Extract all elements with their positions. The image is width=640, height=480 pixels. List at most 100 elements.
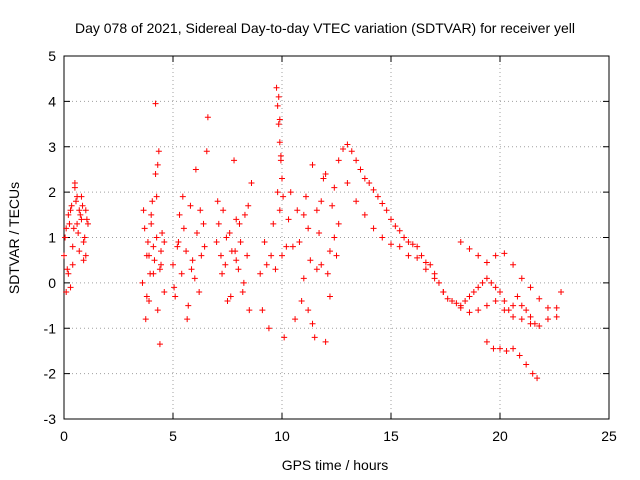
data-point	[518, 302, 525, 309]
data-point	[140, 207, 147, 214]
data-point	[80, 257, 87, 264]
data-point	[302, 193, 309, 200]
data-point	[217, 252, 224, 259]
data-point	[274, 189, 281, 196]
data-point	[82, 207, 89, 214]
data-point	[475, 252, 482, 259]
data-point	[274, 102, 281, 109]
data-point	[174, 243, 181, 250]
data-point	[158, 248, 165, 255]
data-point	[152, 100, 159, 107]
data-point	[483, 302, 490, 309]
data-point	[72, 198, 79, 205]
data-point	[529, 370, 536, 377]
data-point	[405, 252, 412, 259]
data-point	[370, 186, 377, 193]
data-point	[275, 121, 282, 128]
data-point	[231, 157, 238, 164]
data-point	[324, 270, 331, 277]
data-point	[71, 180, 78, 187]
axis-ticks: 0 5 10 15 20 25 -3 -2 -1 0 1 2 3 4 5	[44, 48, 617, 444]
data-point	[200, 220, 207, 227]
data-point	[62, 234, 69, 241]
data-point	[80, 239, 87, 246]
data-point	[277, 152, 284, 159]
data-point	[294, 207, 301, 214]
data-point	[66, 220, 73, 227]
data-point	[503, 347, 510, 354]
data-point	[265, 325, 272, 332]
data-point	[155, 148, 162, 155]
data-point	[239, 288, 246, 295]
data-point	[558, 288, 565, 295]
data-point	[279, 175, 285, 182]
data-point	[523, 361, 530, 368]
data-point	[240, 279, 247, 286]
data-point	[215, 220, 222, 227]
data-point	[189, 257, 196, 264]
data-point	[161, 239, 168, 246]
data-point	[248, 180, 255, 187]
data-point	[161, 288, 168, 295]
data-point	[213, 239, 220, 246]
data-point	[75, 229, 82, 236]
data-point	[422, 266, 429, 273]
data-point	[259, 307, 266, 314]
data-point	[470, 288, 477, 295]
data-point	[383, 207, 390, 214]
data-point	[440, 288, 447, 295]
data-point	[153, 234, 160, 241]
data-point	[273, 84, 280, 91]
data-point	[379, 234, 386, 241]
data-point	[361, 211, 368, 218]
data-point	[527, 284, 534, 291]
data-point	[501, 250, 508, 257]
data-point	[158, 261, 165, 268]
data-point	[348, 148, 355, 155]
data-point	[353, 198, 360, 205]
y-tick-label: 2	[48, 184, 56, 200]
y-tick-label: 4	[48, 93, 56, 109]
data-point	[283, 243, 290, 250]
data-point	[146, 252, 153, 259]
data-point	[235, 266, 242, 273]
data-point	[220, 207, 227, 214]
data-point	[180, 225, 187, 232]
data-point	[329, 202, 336, 209]
data-point	[149, 198, 156, 205]
data-point	[431, 275, 438, 282]
data-point	[510, 345, 517, 352]
data-point	[544, 316, 551, 323]
x-axis-label: GPS time / hours	[282, 457, 389, 473]
data-point	[222, 261, 229, 268]
data-point	[333, 252, 340, 259]
data-point	[396, 243, 403, 250]
chart-title: Day 078 of 2021, Sidereal Day-to-day VTE…	[75, 20, 575, 36]
x-tick-label: 5	[169, 428, 177, 444]
data-point	[183, 248, 190, 255]
data-point	[176, 211, 183, 218]
data-point	[241, 211, 248, 218]
data-point	[466, 245, 473, 252]
data-point	[236, 220, 243, 227]
data-point	[457, 239, 464, 246]
data-point	[270, 220, 277, 227]
data-point	[232, 248, 239, 255]
data-point	[152, 170, 159, 177]
data-point	[435, 279, 442, 286]
data-point	[490, 345, 497, 352]
data-point	[84, 220, 91, 227]
data-point	[357, 166, 364, 173]
data-point	[292, 316, 299, 323]
data-point	[497, 288, 503, 295]
data-point	[223, 234, 230, 241]
data-point	[67, 284, 74, 291]
data-point	[237, 239, 244, 246]
data-point	[483, 338, 490, 345]
data-point	[318, 198, 325, 205]
data-point	[309, 161, 316, 168]
data-point	[227, 293, 234, 300]
data-point	[414, 254, 421, 261]
data-point	[219, 270, 226, 277]
